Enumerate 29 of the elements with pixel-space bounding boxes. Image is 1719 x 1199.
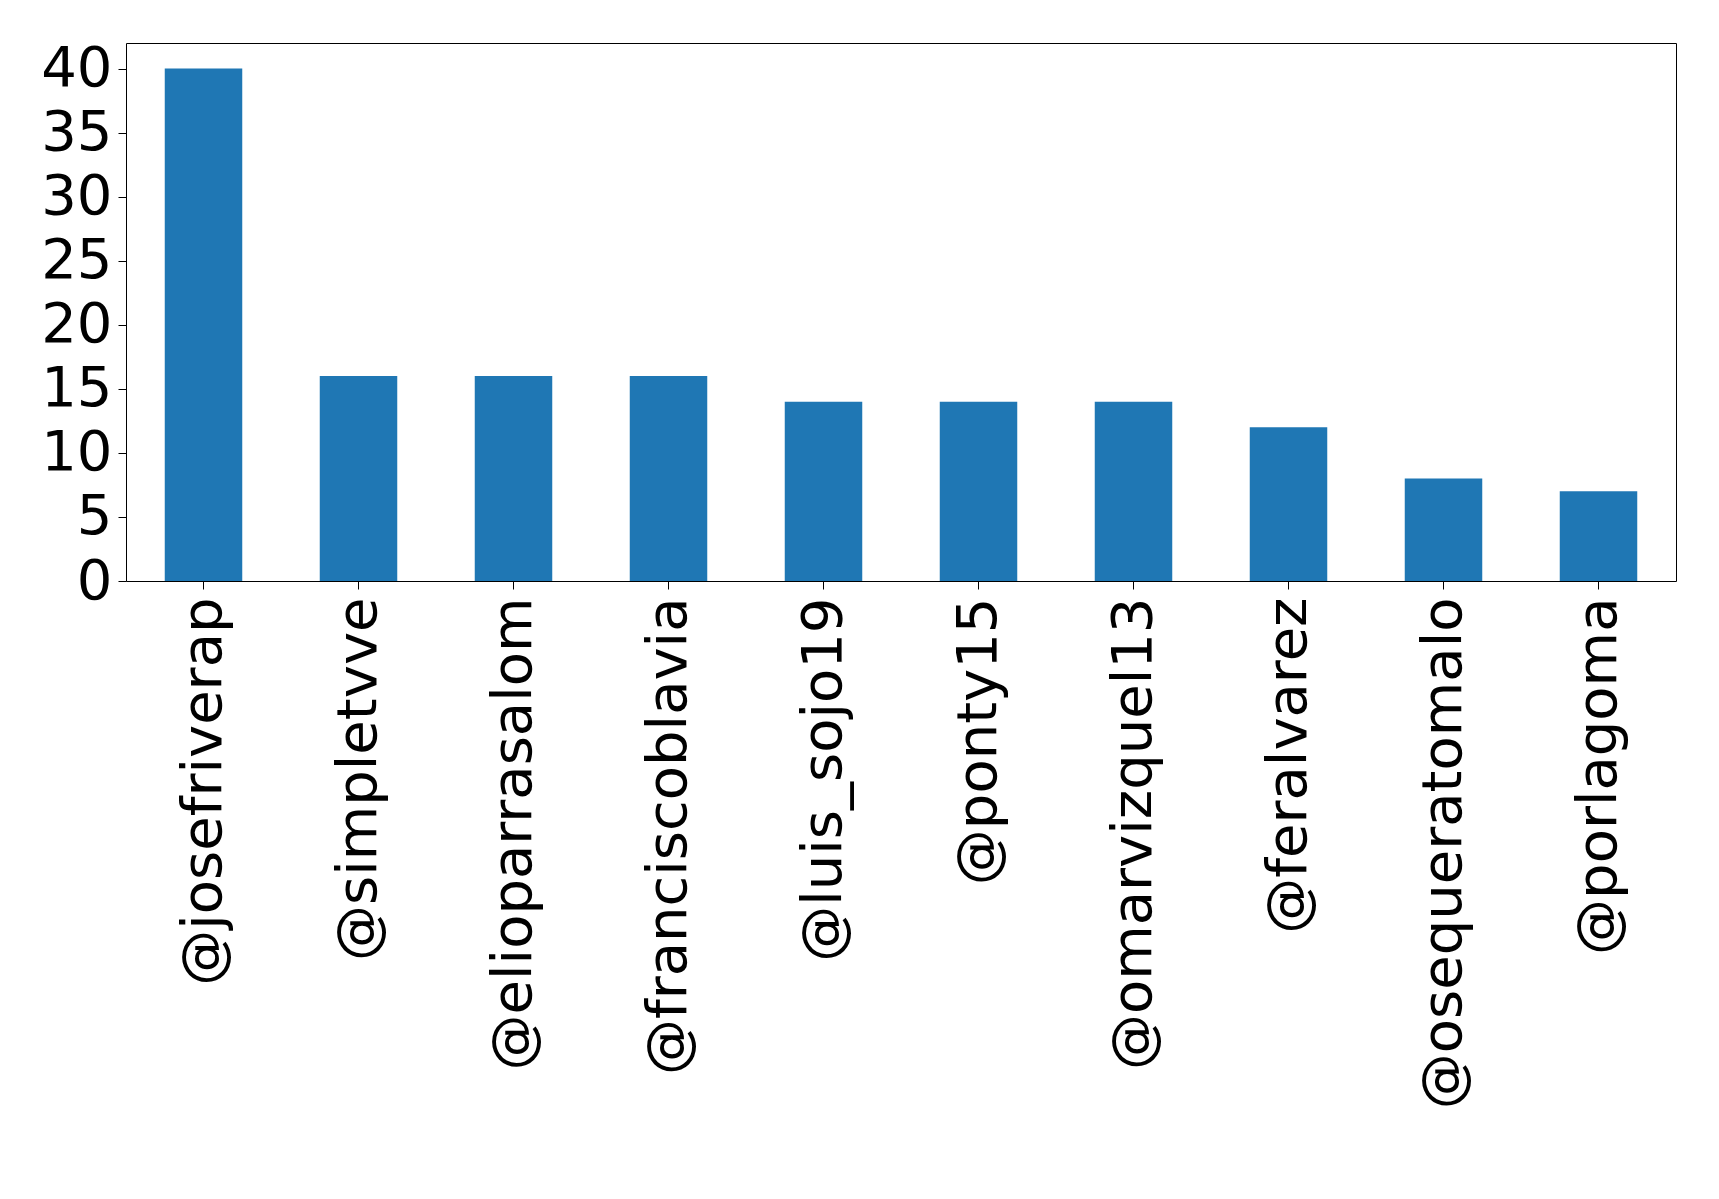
- y-tick-label: 10: [41, 418, 113, 484]
- y-tick-label: 5: [76, 482, 113, 548]
- x-tick-label: @porlagoma: [1563, 597, 1629, 955]
- y-tick-label: 30: [41, 162, 113, 228]
- x-tick-label: @osequeratomalo: [1408, 597, 1474, 1110]
- x-tick-label: @elioparrasalom: [478, 597, 544, 1071]
- x-tick-label: @simpletvve: [323, 597, 389, 962]
- y-tick-label: 25: [41, 226, 113, 292]
- bar: [164, 68, 243, 581]
- bar: [1559, 491, 1638, 581]
- bar: [1249, 427, 1328, 581]
- x-tick-label: @omarvizquel13: [1098, 597, 1164, 1071]
- x-tick-label: @josefriverap: [168, 597, 234, 986]
- x-tick-label: @ponty15: [943, 597, 1009, 886]
- x-tick-label: @luis_sojo19: [788, 597, 854, 962]
- bar: [1404, 478, 1483, 581]
- bar: [1094, 401, 1173, 581]
- bar: [784, 401, 863, 581]
- y-tick-label: 35: [41, 98, 113, 164]
- bar: [474, 376, 553, 581]
- y-tick-label: 40: [41, 34, 113, 100]
- x-tick-label: @feralvarez: [1253, 597, 1319, 934]
- bar: [629, 376, 708, 581]
- y-tick-label: 0: [76, 546, 113, 612]
- y-tick-label: 15: [41, 354, 113, 420]
- bar: [319, 376, 398, 581]
- y-tick-label: 20: [41, 290, 113, 356]
- bar: [939, 401, 1018, 581]
- x-tick-label: @franciscoblavia: [633, 597, 699, 1076]
